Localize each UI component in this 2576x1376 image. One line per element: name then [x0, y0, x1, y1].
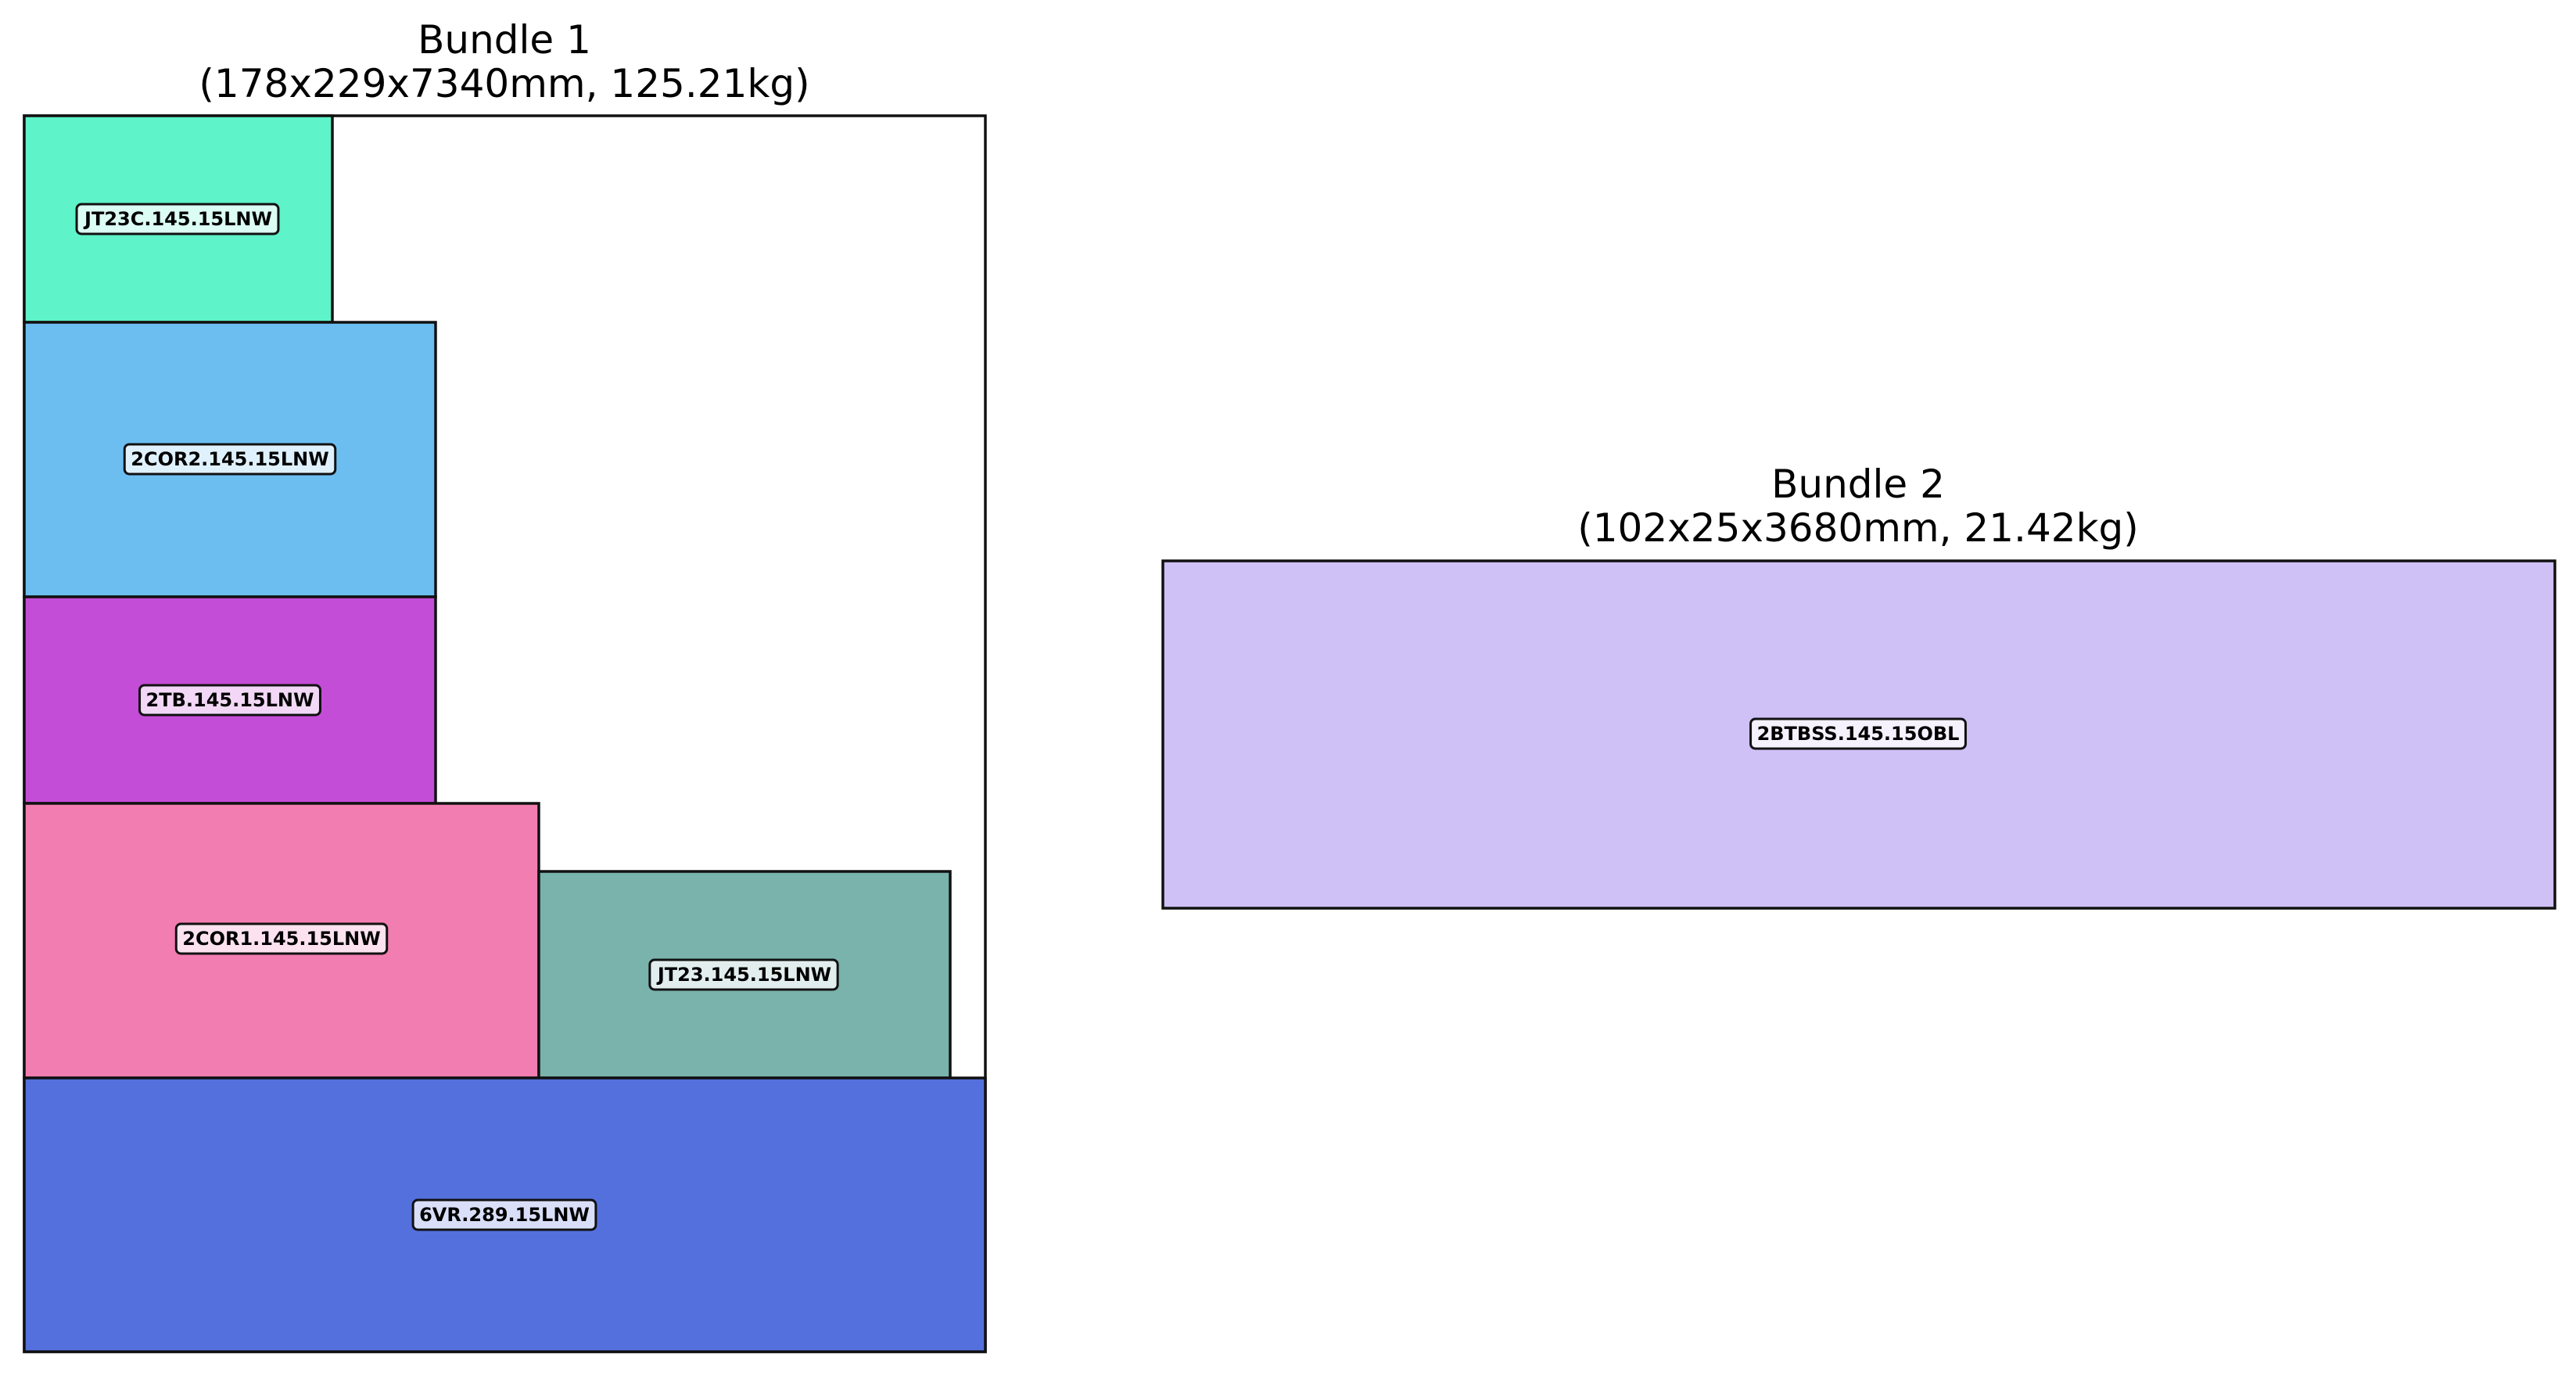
bundle-1-piece-2: 2COR2.145.15LNW — [23, 321, 437, 598]
bundle-1-piece-1: JT23C.145.15LNW — [23, 114, 334, 324]
piece-label-box — [75, 203, 280, 235]
piece-label: 2COR2.145.15LNW — [131, 448, 328, 470]
bundle-2-title: Bundle 2 — [1771, 462, 1945, 507]
piece-label-box — [138, 684, 321, 717]
bundle-1-title: Bundle 1 — [418, 17, 591, 63]
piece-label: 2BTBSS.145.15OBL — [1757, 723, 1960, 745]
bundle-1-piece-4: 2COR1.145.15LNW — [23, 802, 540, 1080]
bundle-1-piece-3: 2TB.145.15LNW — [23, 595, 437, 805]
piece-label: 2COR1.145.15LNW — [182, 928, 380, 950]
piece-label-box — [648, 958, 839, 991]
bundle-2-piece-1: 2BTBSS.145.15OBL — [1161, 559, 2556, 910]
bundle-1-piece-5: JT23.145.15LNW — [537, 870, 952, 1080]
bundle-1-piece-6: 6VR.289.15LNW — [23, 1076, 987, 1353]
piece-label: JT23C.145.15LNW — [83, 208, 272, 230]
bundle-1: Bundle 1 (178x229x7340mm, 125.21kg) JT23… — [23, 17, 987, 1353]
piece-label: JT23.145.15LNW — [656, 964, 831, 986]
piece-label: 6VR.289.15LNW — [419, 1204, 590, 1226]
piece-label-box — [123, 443, 337, 476]
bundle-2: Bundle 2 (102x25x3680mm, 21.42kg) 2BTBSS… — [1161, 462, 2556, 910]
piece-label-box — [174, 922, 389, 955]
piece-label-box — [411, 1198, 597, 1231]
bundle-2-subtitle: (102x25x3680mm, 21.42kg) — [1577, 505, 2139, 551]
bundle-1-subtitle: (178x229x7340mm, 125.21kg) — [199, 61, 809, 106]
piece-label: 2TB.145.15LNW — [146, 689, 314, 711]
piece-label-box — [1749, 717, 1967, 750]
